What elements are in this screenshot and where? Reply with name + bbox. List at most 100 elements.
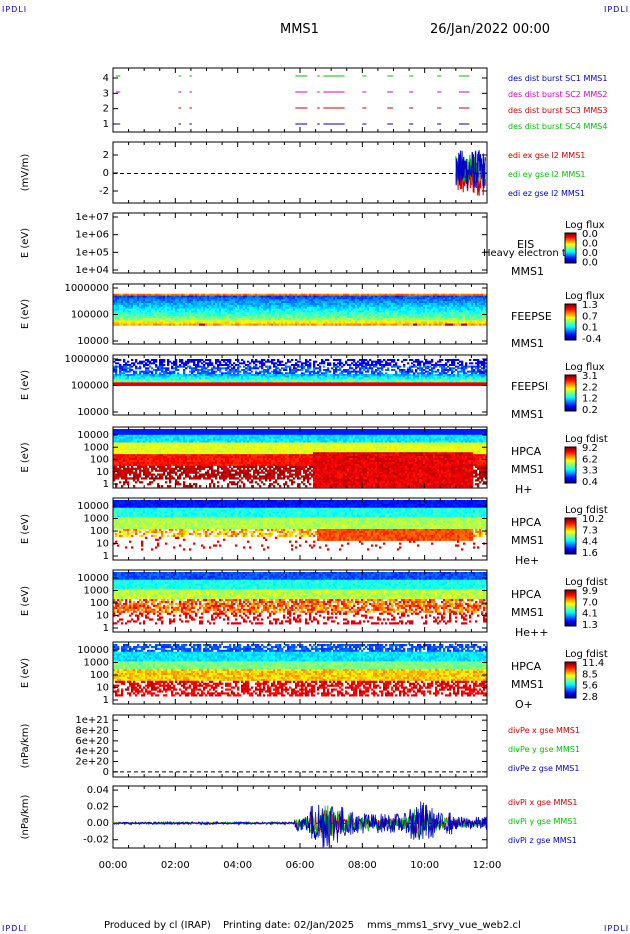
feepsi-cell xyxy=(325,374,328,376)
feepse-cell xyxy=(123,310,126,313)
feepsi-cell xyxy=(153,369,156,371)
feepsi-cell xyxy=(279,364,282,366)
feepse-cell xyxy=(419,308,422,311)
feepsi-cell xyxy=(129,375,132,378)
feepse-cell xyxy=(421,293,424,296)
feepse-cell xyxy=(401,317,404,321)
feepsi-cell xyxy=(231,364,234,366)
feepse-cell xyxy=(377,312,380,315)
feepse-cell xyxy=(209,304,212,308)
feepsi-cell xyxy=(327,382,330,385)
feepse-cell xyxy=(201,293,204,296)
feepse-cell xyxy=(453,321,456,324)
feepsi-cell xyxy=(291,359,294,361)
feepse-cell xyxy=(469,306,472,309)
feepse-cell xyxy=(319,295,322,298)
feepsi-cell xyxy=(135,377,138,380)
feepsi-cell xyxy=(323,365,326,368)
feepse-cell xyxy=(299,316,302,319)
feepse-cell xyxy=(215,312,218,315)
feepse-cell xyxy=(201,316,204,319)
feepse-cell xyxy=(259,295,262,298)
feepse-cell xyxy=(461,297,464,300)
feepsi-cell xyxy=(127,377,130,380)
eis-colorbar-cell xyxy=(565,245,576,247)
feepse-cell xyxy=(135,295,138,298)
feepse-cell xyxy=(461,319,464,322)
eis-colorbar-cell xyxy=(565,249,576,251)
feepse-cell xyxy=(265,301,268,304)
feepse-cell xyxy=(289,323,292,326)
feepse-cell xyxy=(139,312,142,315)
feepsi-cell xyxy=(171,362,174,365)
feepsi-cell xyxy=(269,372,272,375)
feepse-cell xyxy=(389,319,392,322)
feepse-cell xyxy=(209,301,212,304)
feepse-cell xyxy=(433,317,436,321)
feepse-cell xyxy=(221,317,224,321)
feepse-cell xyxy=(349,319,352,322)
feepsi-cell xyxy=(187,375,190,378)
feepsi-cell xyxy=(181,384,184,386)
feepse-cell xyxy=(161,312,164,315)
feepse-cell xyxy=(359,299,362,302)
feepse-cell xyxy=(477,304,480,308)
feepsi-cell xyxy=(221,372,224,375)
feepse-cell xyxy=(227,295,230,298)
feepse-cell xyxy=(209,297,212,300)
feepsi-cell xyxy=(159,379,162,381)
feepse-cell xyxy=(401,301,404,304)
feepse-cell xyxy=(293,317,296,321)
feepsi-cell xyxy=(197,382,200,385)
feepsi-cell xyxy=(245,364,248,366)
feepsi-cell xyxy=(155,372,158,375)
feepse-cell xyxy=(465,293,468,296)
feepse-cell xyxy=(249,293,252,296)
feepse-cell xyxy=(311,308,314,311)
feepse-cell xyxy=(419,293,422,296)
feepse-cell xyxy=(179,295,182,298)
feepse-cell xyxy=(429,299,432,302)
feepse-cell xyxy=(119,299,122,302)
feepsi-cell xyxy=(301,382,304,385)
feepse-cell xyxy=(243,314,246,317)
feepse-cell xyxy=(311,314,314,317)
feepse-cell xyxy=(155,308,158,311)
feepsi-cell xyxy=(327,359,330,361)
feepse-cell xyxy=(287,303,290,306)
feepsi-cell xyxy=(243,379,246,381)
feepse-cell xyxy=(267,312,270,315)
feepse-cell xyxy=(223,319,226,322)
feepse-cell xyxy=(381,312,384,315)
feepse-cell xyxy=(239,308,242,311)
feepse-cell xyxy=(269,304,272,308)
feepse-colorbar-tick: 1.3 xyxy=(582,300,598,311)
feepse-cell xyxy=(227,312,230,315)
feepse-cell xyxy=(455,317,458,321)
feepse-cell xyxy=(341,299,344,302)
feepse-cell xyxy=(369,316,372,319)
feepsi-cell xyxy=(153,384,156,386)
feepse-cell xyxy=(375,304,378,308)
feepse-colorbar-cell xyxy=(565,305,576,307)
feepse-cell xyxy=(245,316,248,319)
feepsi-cell xyxy=(343,380,346,383)
feepse-cell xyxy=(139,314,142,317)
feepse-cell xyxy=(179,317,182,321)
feepse-cell xyxy=(413,303,416,306)
feepse-cell xyxy=(229,303,232,306)
feepsi-cell xyxy=(297,374,300,376)
feepsi-cell xyxy=(319,375,322,378)
feepse-cell xyxy=(457,304,460,308)
feepse-cell xyxy=(345,301,348,304)
feepsi-cell xyxy=(293,365,296,368)
feepse-cell xyxy=(279,304,282,308)
feepse-cell xyxy=(293,297,296,300)
feepsi-cell xyxy=(283,380,286,383)
feepsi-cell xyxy=(129,367,132,370)
feepse-cell xyxy=(195,299,198,302)
feepse-cell xyxy=(121,308,124,311)
feepse-cell xyxy=(251,299,254,302)
feepse-cell xyxy=(141,310,144,313)
feepse-cell xyxy=(361,301,364,304)
